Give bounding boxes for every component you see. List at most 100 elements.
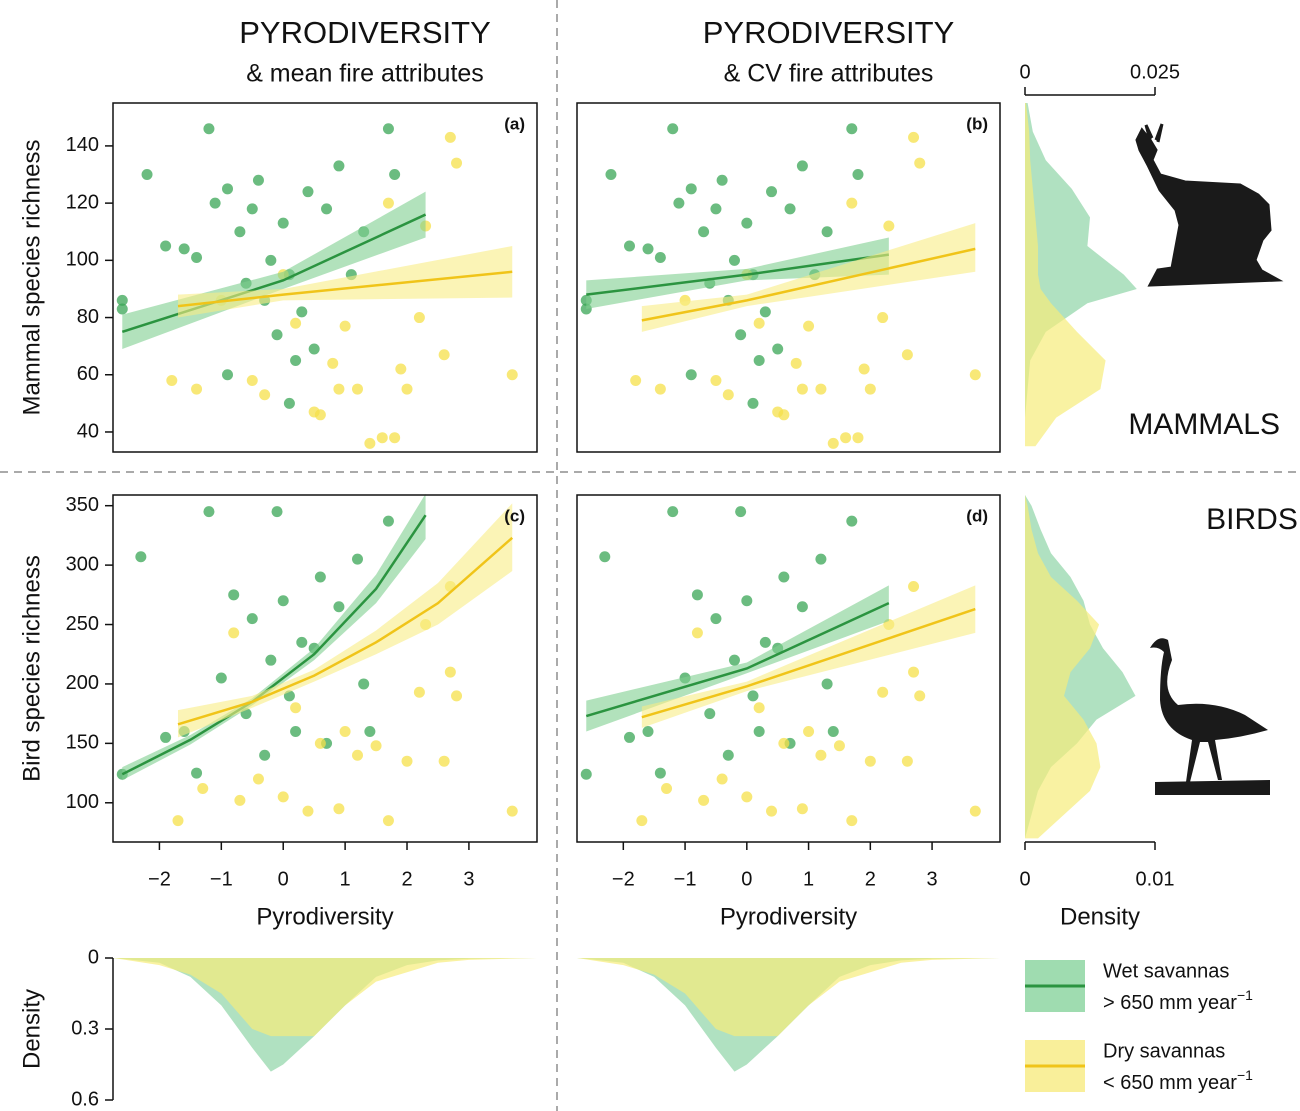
point <box>234 794 246 806</box>
confidence-band <box>586 237 889 309</box>
point <box>673 197 685 209</box>
point <box>735 506 747 518</box>
point <box>698 794 710 806</box>
point <box>290 354 302 366</box>
antelope-silhouette <box>1135 123 1284 287</box>
point <box>265 254 277 266</box>
point <box>864 383 876 395</box>
y-tick-label: 250 <box>66 613 99 635</box>
y-axis-label: Density <box>18 989 45 1069</box>
point <box>364 725 376 737</box>
column-title: PYRODIVERSITY <box>703 15 955 50</box>
fit-line <box>641 607 976 719</box>
fit-line <box>585 602 890 718</box>
group-annotation: MAMMALS <box>1128 408 1280 441</box>
point <box>283 397 295 409</box>
point <box>914 690 926 702</box>
y-tick-label: 100 <box>66 791 99 813</box>
point <box>413 312 425 324</box>
point <box>623 240 635 252</box>
x-tick-label: −1 <box>210 868 233 890</box>
point <box>438 755 450 767</box>
x-axis-label: Density <box>1060 903 1140 930</box>
point <box>969 805 981 817</box>
point <box>290 317 302 329</box>
y-tick-label: 0.6 <box>71 1088 99 1110</box>
point <box>358 678 370 690</box>
column-subtitle: & CV fire attributes <box>724 60 934 88</box>
point <box>178 243 190 255</box>
point <box>654 767 666 779</box>
point <box>846 123 858 135</box>
point <box>877 312 889 324</box>
y-tick-label: 350 <box>66 494 99 516</box>
point <box>271 506 283 518</box>
point <box>784 203 796 215</box>
point <box>747 690 759 702</box>
fit-line <box>177 270 513 308</box>
point <box>209 197 221 209</box>
x-tick-label: 2 <box>401 868 412 890</box>
y-tick-label: 0 <box>88 946 99 968</box>
point <box>759 306 771 318</box>
y-tick-label: 140 <box>66 134 99 156</box>
x-tick-label: 0 <box>1019 868 1030 890</box>
point <box>203 506 215 518</box>
point <box>815 383 827 395</box>
x-tick-label: 0 <box>1019 61 1030 83</box>
point <box>116 303 128 315</box>
point <box>728 654 740 666</box>
point <box>234 226 246 238</box>
point <box>246 374 258 386</box>
point <box>506 369 518 381</box>
legend-sublabel-text: > 650 mm year <box>1103 992 1237 1014</box>
point <box>333 383 345 395</box>
panel-label: (d) <box>966 506 988 525</box>
point <box>191 767 203 779</box>
point <box>444 131 456 143</box>
point <box>722 389 734 401</box>
point <box>691 589 703 601</box>
point <box>451 157 463 169</box>
point <box>753 725 765 737</box>
panel-label: (b) <box>966 114 988 133</box>
point <box>969 369 981 381</box>
point <box>753 317 765 329</box>
point <box>580 768 592 780</box>
point <box>271 329 283 341</box>
point <box>661 783 673 795</box>
point <box>864 755 876 767</box>
point <box>228 589 240 601</box>
point <box>599 551 611 563</box>
point <box>796 803 808 815</box>
point <box>877 686 889 698</box>
bustard-silhouette <box>1150 638 1270 795</box>
plot-frame <box>576 102 1001 453</box>
point <box>166 374 178 386</box>
x-tick-label: 0.025 <box>1130 61 1180 83</box>
group-annotation: BIRDS <box>1206 503 1298 536</box>
point <box>314 737 326 749</box>
x-axis-label: Pyrodiversity <box>720 903 857 930</box>
y-tick-label: 60 <box>77 363 99 385</box>
confidence-band <box>177 246 513 318</box>
point <box>327 357 339 369</box>
point <box>833 740 845 752</box>
point <box>506 805 518 817</box>
point <box>277 217 289 229</box>
x-tick-label: 0 <box>741 868 752 890</box>
point <box>444 666 456 678</box>
point <box>141 169 153 181</box>
legend-sublabel: < 650 mm year−1 <box>1103 1067 1253 1095</box>
point <box>191 383 203 395</box>
point <box>116 294 128 306</box>
point <box>710 374 722 386</box>
point <box>370 740 382 752</box>
point <box>685 183 697 195</box>
point <box>382 815 394 827</box>
point <box>630 374 642 386</box>
y-tick-label: 40 <box>77 420 99 442</box>
x-tick-label: −2 <box>612 868 635 890</box>
point <box>259 749 271 761</box>
